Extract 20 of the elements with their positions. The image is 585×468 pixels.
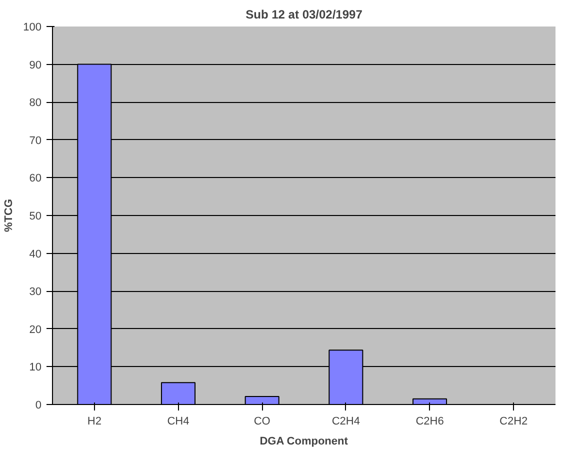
x-tick-label: C2H4	[332, 416, 360, 428]
x-tick-label: CO	[254, 416, 271, 428]
x-tick-label: CH4	[167, 416, 190, 428]
x-axis-title: DGA Component	[260, 436, 348, 448]
y-tick-label: 20	[29, 324, 42, 336]
y-tick-label: 40	[29, 248, 42, 260]
y-tick-label: 50	[29, 210, 42, 222]
y-tick-label: 100	[23, 22, 42, 34]
x-tick-label: C2H2	[500, 416, 528, 428]
y-tick-label: 30	[29, 286, 42, 298]
y-tick-label: 10	[29, 362, 42, 374]
y-tick-label: 80	[29, 97, 42, 110]
y-tick-label: 0	[35, 400, 42, 412]
y-axis-title: %TCG	[3, 199, 16, 232]
y-tick-label: 90	[29, 59, 42, 72]
y-tick-label: 70	[29, 134, 42, 147]
x-tick-label: H2	[87, 416, 102, 428]
x-tick-label: C2H6	[416, 416, 444, 428]
y-tick-label: 60	[29, 172, 42, 185]
chart-title: Sub 12 at 03/02/1997	[246, 8, 363, 22]
